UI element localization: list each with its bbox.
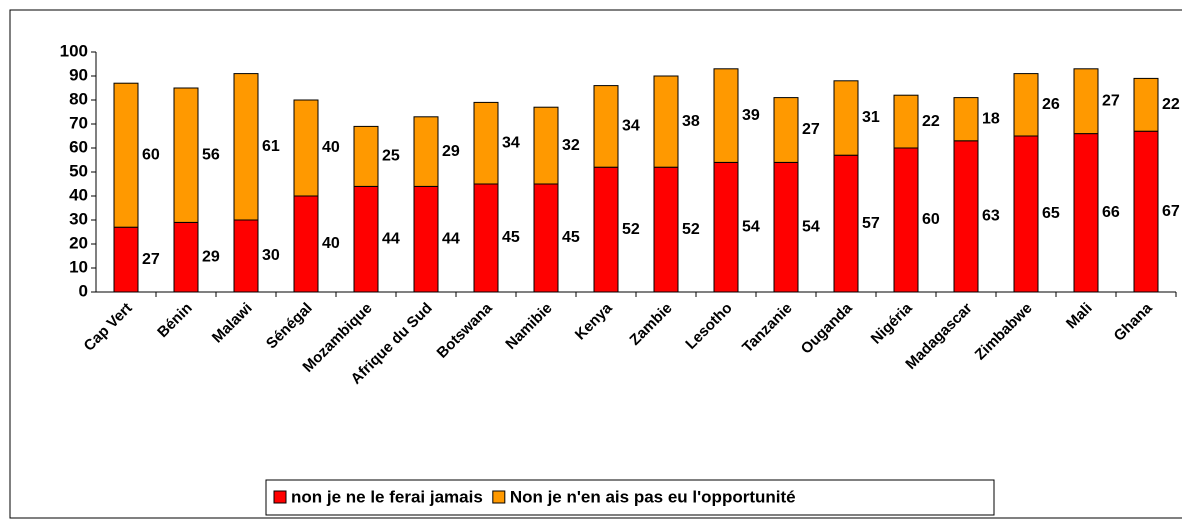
bar-segment xyxy=(833,154,859,293)
legend-swatch xyxy=(273,490,287,504)
bar-segment xyxy=(953,140,979,293)
bar-segment xyxy=(233,219,259,293)
data-label: 39 xyxy=(742,107,760,124)
bar-segment xyxy=(293,195,319,293)
data-label: 40 xyxy=(322,139,340,156)
bar-segment xyxy=(593,166,619,293)
data-label: 32 xyxy=(562,137,580,154)
data-label: 63 xyxy=(982,208,1000,225)
bar-segment xyxy=(113,82,139,228)
data-label: 31 xyxy=(862,109,880,126)
bar-segment xyxy=(353,185,379,293)
legend-swatch xyxy=(492,490,506,504)
y-tick-label: 80 xyxy=(69,89,88,108)
legend-frame xyxy=(265,479,995,516)
y-tick-label: 0 xyxy=(79,281,88,300)
bar-segment xyxy=(713,68,739,163)
bar-segment xyxy=(1073,68,1099,135)
bar-segment xyxy=(593,85,619,168)
data-label: 22 xyxy=(922,113,940,130)
data-label: 27 xyxy=(802,121,820,138)
y-tick-label: 100 xyxy=(60,41,88,60)
bar-segment xyxy=(893,94,919,149)
data-label: 27 xyxy=(1102,92,1120,109)
bar-segment xyxy=(953,97,979,142)
y-tick-label: 50 xyxy=(69,161,88,180)
bar-segment xyxy=(1133,130,1159,293)
bar-segment xyxy=(773,161,799,293)
bar-segment xyxy=(473,183,499,293)
data-label: 34 xyxy=(622,118,640,135)
data-label: 26 xyxy=(1042,96,1060,113)
data-label: 29 xyxy=(202,248,220,265)
data-label: 54 xyxy=(802,218,820,235)
bar-segment xyxy=(353,125,379,187)
data-label: 57 xyxy=(862,215,880,232)
data-label: 65 xyxy=(1042,205,1060,222)
y-tick-label: 90 xyxy=(69,65,88,84)
data-label: 66 xyxy=(1102,204,1120,221)
legend-label: Non je n'en ais pas eu l'opportunité xyxy=(510,487,796,506)
y-tick-label: 10 xyxy=(69,257,88,276)
data-label: 45 xyxy=(502,229,520,246)
data-label: 67 xyxy=(1162,203,1180,220)
data-label: 60 xyxy=(922,211,940,228)
data-label: 44 xyxy=(382,230,400,247)
data-label: 44 xyxy=(442,230,460,247)
bar-segment xyxy=(173,87,199,223)
bar-segment xyxy=(173,221,199,293)
data-label: 40 xyxy=(322,235,340,252)
data-label: 61 xyxy=(262,138,280,155)
y-tick-label: 60 xyxy=(69,137,88,156)
data-label: 54 xyxy=(742,218,760,235)
bar-segment xyxy=(653,166,679,293)
bar-segment xyxy=(1073,133,1099,293)
data-label: 52 xyxy=(682,221,700,238)
bar-segment xyxy=(413,185,439,293)
bar-segment xyxy=(293,99,319,197)
data-label: 22 xyxy=(1162,96,1180,113)
data-label: 25 xyxy=(382,148,400,165)
bar-segment xyxy=(1013,135,1039,293)
legend: non je ne le ferai jamais Non je n'en ais… xyxy=(265,479,995,516)
y-tick-label: 40 xyxy=(69,185,88,204)
bar-segment xyxy=(113,226,139,293)
bar-segment xyxy=(773,97,799,163)
bar-segment xyxy=(533,106,559,185)
bar-segment xyxy=(413,116,439,187)
bar-segment xyxy=(533,183,559,293)
data-label: 29 xyxy=(442,143,460,160)
bar-segment xyxy=(713,161,739,293)
bar-segment xyxy=(473,101,499,185)
y-tick-label: 30 xyxy=(69,209,88,228)
data-label: 27 xyxy=(142,251,160,268)
data-label: 34 xyxy=(502,134,520,151)
data-label: 52 xyxy=(622,221,640,238)
data-label: 30 xyxy=(262,247,280,264)
data-label: 18 xyxy=(982,110,1000,127)
data-label: 38 xyxy=(682,113,700,130)
y-tick-label: 70 xyxy=(69,113,88,132)
bar-segment xyxy=(893,147,919,293)
bar-segment xyxy=(233,73,259,221)
bar-segment xyxy=(1013,73,1039,137)
data-label: 45 xyxy=(562,229,580,246)
y-tick-label: 20 xyxy=(69,233,88,252)
bar-segment xyxy=(833,80,859,156)
data-label: 60 xyxy=(142,146,160,163)
data-label: 56 xyxy=(202,146,220,163)
bar-segment xyxy=(1133,77,1159,132)
bar-segment xyxy=(653,75,679,168)
legend-label: non je ne le ferai jamais xyxy=(291,487,483,506)
